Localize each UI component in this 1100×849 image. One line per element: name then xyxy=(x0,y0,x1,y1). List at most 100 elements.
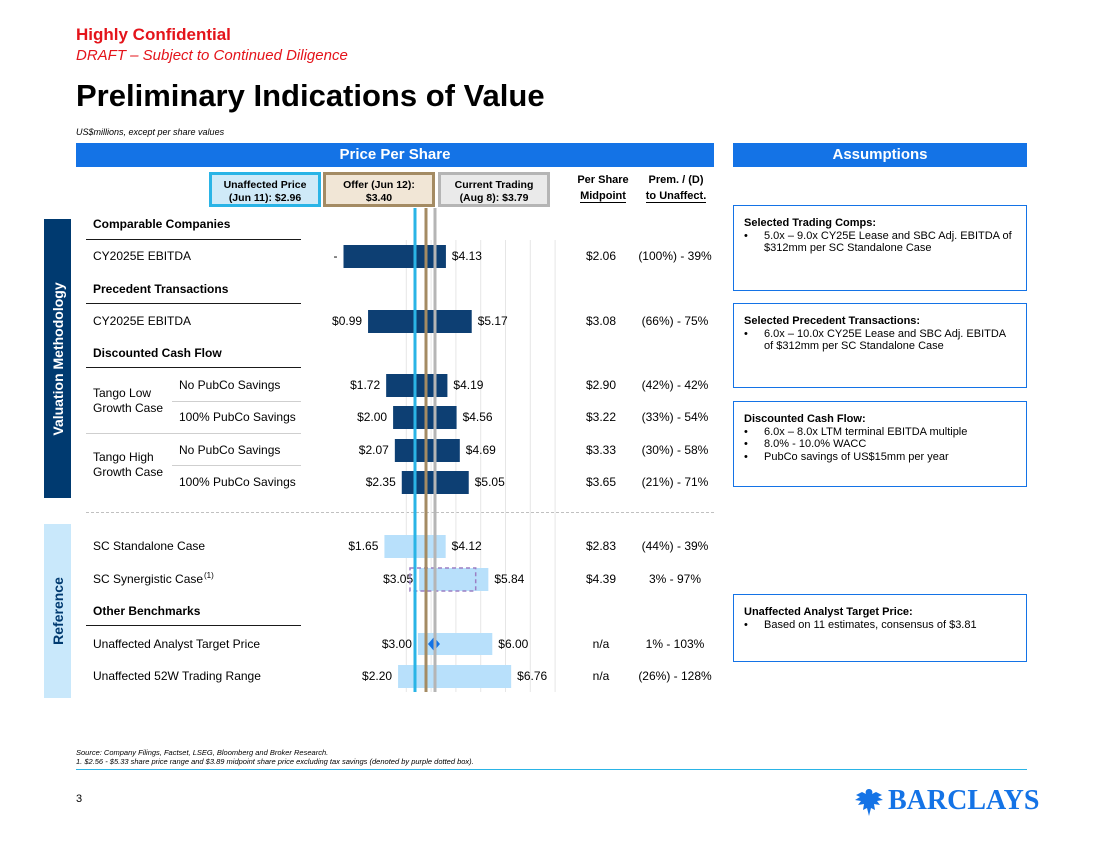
low-value-label: $2.07 xyxy=(359,443,389,457)
offer-price-line2: $3.40 xyxy=(365,192,393,204)
midpoint-value: $3.65 xyxy=(586,475,616,489)
assumption-title: Selected Precedent Transactions: xyxy=(744,315,921,327)
row-label: 100% PubCo Savings xyxy=(179,410,296,424)
row-label: CY2025E EBITDA xyxy=(93,314,191,328)
valuation-methodology-sidebar: Valuation Methodology xyxy=(44,219,71,498)
assumption-title: Unaffected Analyst Target Price: xyxy=(744,606,913,618)
midpoint-value: $3.33 xyxy=(586,443,616,457)
premium-header-line1: Prem. / (D) xyxy=(648,174,704,186)
unaffected-price-box: Unaffected Price (Jun 11): $2.96 xyxy=(209,172,321,207)
midpoint-value: $4.39 xyxy=(586,572,616,586)
tango-high-line2: Growth Case xyxy=(93,465,164,479)
section-divider xyxy=(86,303,301,304)
high-value-label: $5.05 xyxy=(475,475,505,489)
eagle-icon xyxy=(855,789,883,816)
high-value-label: $5.17 xyxy=(478,314,508,328)
midpoint-value: $2.06 xyxy=(586,249,616,263)
assumption-trading-comps: Selected Trading Comps: 5.0x – 9.0x CY25… xyxy=(733,205,1027,291)
range-bar xyxy=(368,310,472,333)
row-label-superscript: (1) xyxy=(204,571,214,580)
midpoint-value: $3.08 xyxy=(586,314,616,328)
section-precedents: Precedent Transactions xyxy=(93,282,229,296)
section-benchmarks: Other Benchmarks xyxy=(93,604,201,618)
premium-range: (33%) - 54% xyxy=(642,410,709,424)
current-trading-line2: (Aug 8): $3.79 xyxy=(459,192,529,204)
price-per-share-banner: Price Per Share xyxy=(76,143,714,167)
reference-separator xyxy=(86,512,714,513)
tango-low-label: Tango Low Growth Case xyxy=(93,386,163,416)
section-divider xyxy=(86,239,301,240)
premium-header-line2: to Unaffect. xyxy=(645,190,707,203)
row-label: SC Standalone Case xyxy=(93,539,205,553)
low-value-label: $2.20 xyxy=(362,669,392,683)
low-value-label: $2.00 xyxy=(357,410,387,424)
row-label: SC Synergistic Case xyxy=(93,572,203,586)
midpoint-value: n/a xyxy=(593,669,610,683)
high-value-label: $4.12 xyxy=(452,539,482,553)
footnote-1: 1. $2.56 - $5.33 share price range and $… xyxy=(76,757,474,766)
row-divider xyxy=(172,465,301,466)
high-value-label: $6.00 xyxy=(498,637,528,651)
assumption-bullet: PubCo savings of US$15mm per year xyxy=(744,451,1016,464)
low-value-label: $1.72 xyxy=(350,378,380,392)
premium-range: (44%) - 39% xyxy=(642,539,709,553)
midpoint-value: $2.90 xyxy=(586,378,616,392)
premium-range: (21%) - 71% xyxy=(642,475,709,489)
low-value-label: $3.00 xyxy=(382,637,412,651)
midpoint-header-line2: Midpoint xyxy=(580,190,626,203)
draft-label: DRAFT – Subject to Continued Diligence xyxy=(76,47,348,64)
premium-range: (42%) - 42% xyxy=(642,378,709,392)
premium-range: (100%) - 39% xyxy=(638,249,712,263)
range-bar xyxy=(386,374,448,397)
page-number: 3 xyxy=(76,793,83,805)
assumption-bullet: Based on 11 estimates, consensus of $3.8… xyxy=(744,619,1016,632)
premium-column-header: Prem. / (D) to Unaffect. xyxy=(638,172,714,204)
midpoint-value: n/a xyxy=(593,637,610,651)
low-value-label: $3.05 xyxy=(383,572,413,586)
logo-wordmark: BARCLAYS xyxy=(888,785,1040,816)
units-note: US$millions, except per share values xyxy=(76,127,225,137)
row-divider xyxy=(172,401,301,402)
premium-range: (30%) - 58% xyxy=(642,443,709,457)
tango-high-line1: Tango High xyxy=(93,450,154,464)
current-trading-line1: Current Trading xyxy=(454,179,534,191)
row-label: Unaffected 52W Trading Range xyxy=(93,669,261,683)
reference-sidebar: Reference xyxy=(44,524,71,698)
section-dcf: Discounted Cash Flow xyxy=(93,346,222,360)
row-divider xyxy=(86,433,301,434)
assumption-bullet: 6.0x – 8.0x LTM terminal EBITDA multiple xyxy=(744,426,1016,439)
source-footnote: Source: Company Filings, Factset, LSEG, … xyxy=(76,748,329,757)
range-bar xyxy=(419,568,489,591)
row-label: No PubCo Savings xyxy=(179,378,280,392)
low-value-label: $0.99 xyxy=(332,314,362,328)
row-label: 100% PubCo Savings xyxy=(179,475,296,489)
unaffected-price-line2: (Jun 11): $2.96 xyxy=(228,192,302,204)
footer-rule xyxy=(76,769,1027,770)
row-label: Unaffected Analyst Target Price xyxy=(93,637,260,651)
high-value-label: $4.69 xyxy=(466,443,496,457)
premium-range: (26%) - 128% xyxy=(638,669,712,683)
current-trading-box: Current Trading (Aug 8): $3.79 xyxy=(438,172,550,207)
section-comps: Comparable Companies xyxy=(93,217,231,231)
page-title: Preliminary Indications of Value xyxy=(76,78,545,113)
low-value-label: $1.65 xyxy=(348,539,378,553)
premium-range: 3% - 97% xyxy=(649,572,701,586)
midpoint-header-line1: Per Share xyxy=(577,174,629,186)
premium-range: 1% - 103% xyxy=(646,637,705,651)
offer-price-line1: Offer (Jun 12): xyxy=(343,179,415,191)
premium-range: (66%) - 75% xyxy=(642,314,709,328)
assumption-bullet: 8.0% - 10.0% WACC xyxy=(744,438,1016,451)
section-divider xyxy=(86,367,301,368)
assumption-title: Discounted Cash Flow: xyxy=(744,413,866,425)
midpoint-column-header: Per Share Midpoint xyxy=(570,172,636,204)
assumptions-banner: Assumptions xyxy=(733,143,1027,167)
midpoint-value: $3.22 xyxy=(586,410,616,424)
row-label: No PubCo Savings xyxy=(179,443,280,457)
assumption-analyst-target: Unaffected Analyst Target Price: Based o… xyxy=(733,594,1027,662)
assumption-title: Selected Trading Comps: xyxy=(744,217,877,229)
high-value-label: $5.84 xyxy=(494,572,524,586)
tango-low-line1: Tango Low xyxy=(93,386,152,400)
high-value-label: $4.56 xyxy=(463,410,493,424)
tango-low-line2: Growth Case xyxy=(93,401,164,415)
